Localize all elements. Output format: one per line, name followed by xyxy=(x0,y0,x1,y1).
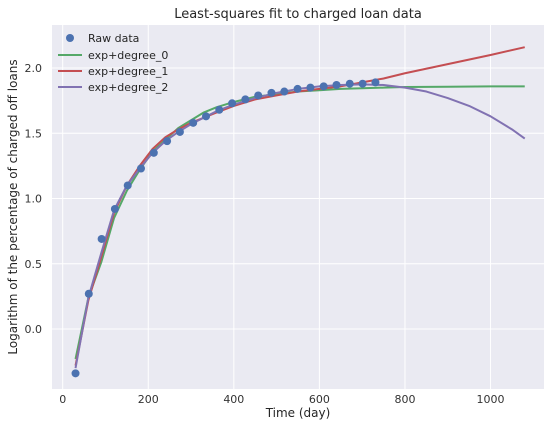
raw-data-point xyxy=(189,118,198,127)
legend: Raw data exp+degree_0 exp+degree_1 exp+d… xyxy=(58,32,168,94)
raw-data-point xyxy=(358,79,367,88)
legend-marker-raw-data xyxy=(66,34,74,42)
x-tick-label: 400 xyxy=(223,393,244,406)
x-tick-label: 600 xyxy=(309,393,330,406)
raw-data-point xyxy=(84,289,93,298)
raw-data-point xyxy=(202,112,211,121)
legend-label-exp-degree-0: exp+degree_0 xyxy=(88,49,168,62)
raw-data-points xyxy=(71,78,380,378)
raw-data-point xyxy=(175,127,184,136)
raw-data-point xyxy=(149,148,158,157)
y-tick-labels: 0.0 0.5 1.0 1.5 2.0 xyxy=(25,62,43,336)
raw-data-point xyxy=(241,95,250,104)
plot-background xyxy=(52,25,544,389)
y-tick-label: 0.0 xyxy=(25,323,43,336)
raw-data-point xyxy=(123,181,132,190)
legend-label-exp-degree-1: exp+degree_1 xyxy=(88,65,168,78)
raw-data-point xyxy=(215,105,224,114)
raw-data-point xyxy=(306,83,315,92)
y-tick-label: 1.0 xyxy=(25,193,43,206)
y-tick-label: 0.5 xyxy=(25,258,43,271)
y-tick-label: 2.0 xyxy=(25,62,43,75)
legend-label-raw-data: Raw data xyxy=(88,32,139,45)
raw-data-point xyxy=(163,137,172,146)
raw-data-point xyxy=(71,369,80,378)
raw-data-point xyxy=(110,204,119,213)
x-tick-labels: 0 200 400 600 800 1000 xyxy=(59,393,504,406)
raw-data-point xyxy=(319,82,328,91)
series-line-exp-degree-0 xyxy=(74,85,525,360)
raw-data-point xyxy=(371,78,380,87)
x-tick-label: 0 xyxy=(59,393,66,406)
raw-data-point xyxy=(228,99,237,108)
raw-data-point xyxy=(280,87,289,96)
y-axis-title: Logarithm of the percentage of charged o… xyxy=(6,59,20,354)
x-tick-label: 200 xyxy=(138,393,159,406)
raw-data-point xyxy=(267,88,276,97)
y-tick-label: 1.5 xyxy=(25,127,43,140)
legend-label-exp-degree-2: exp+degree_2 xyxy=(88,81,168,94)
raw-data-point xyxy=(254,91,263,100)
raw-data-point xyxy=(332,81,341,90)
x-axis-title: Time (day) xyxy=(265,406,331,420)
raw-data-point xyxy=(136,164,145,173)
chart-title: Least-squares fit to charged loan data xyxy=(174,7,422,22)
raw-data-point xyxy=(345,79,354,88)
raw-data-point xyxy=(293,84,302,93)
x-tick-label: 800 xyxy=(394,393,415,406)
raw-data-point xyxy=(97,234,106,243)
x-tick-label: 1000 xyxy=(477,393,505,406)
